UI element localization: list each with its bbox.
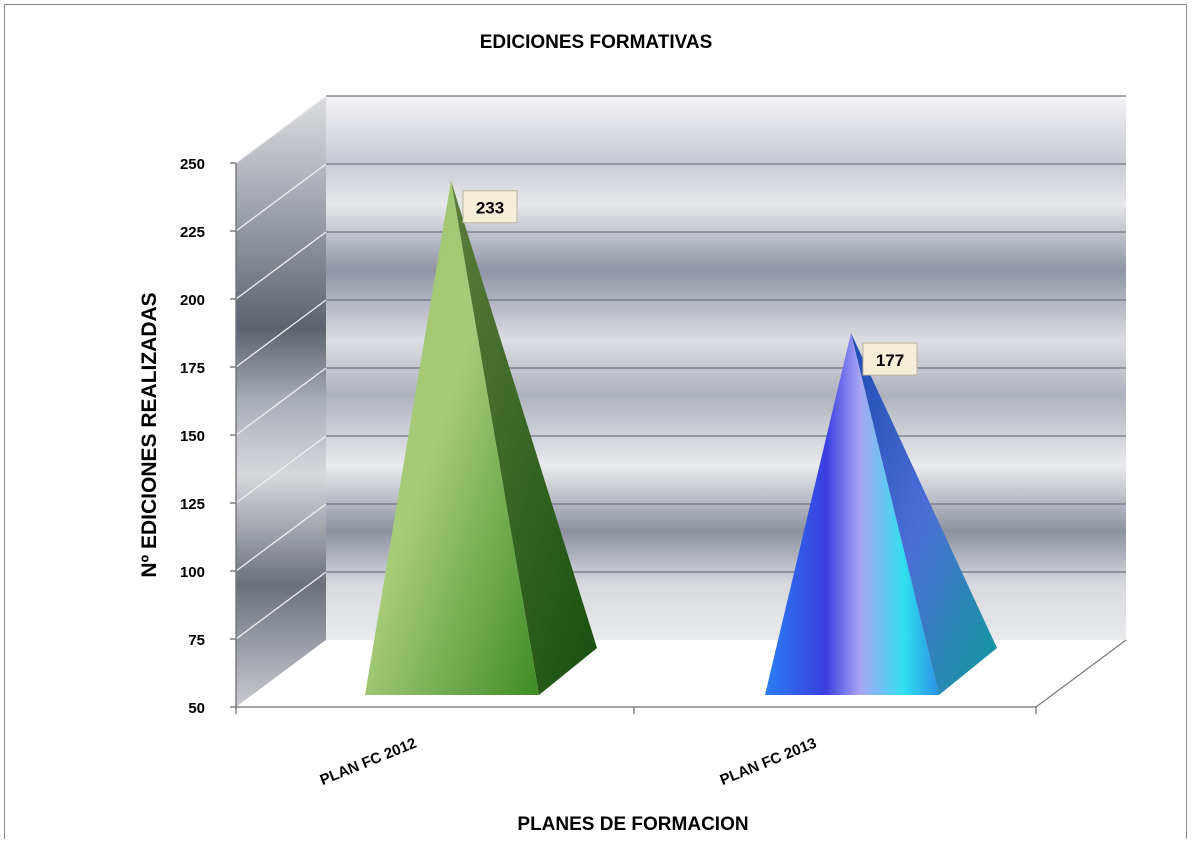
gridline-side	[235, 435, 327, 504]
chart-title: EDICIONES FORMATIVAS	[480, 32, 713, 53]
y-tick-label: 150	[180, 428, 205, 445]
y-tick-label: 125	[180, 496, 205, 513]
x-tick-label: PLAN FC 2012	[318, 735, 419, 789]
data-label: 233	[462, 190, 518, 224]
data-labels: 233 177	[462, 190, 918, 376]
gridline-side	[235, 95, 327, 164]
data-label: 177	[862, 342, 918, 376]
bar-front-face	[365, 180, 539, 696]
y-tick-label: 100	[180, 564, 205, 581]
data-label-text: 233	[476, 199, 504, 218]
gridline-side	[235, 163, 327, 232]
gridline-side	[235, 571, 327, 640]
y-tick-label: 225	[180, 224, 205, 241]
bar-side-face	[851, 333, 997, 695]
bars	[365, 180, 997, 696]
bar-front-face	[765, 333, 939, 695]
x-axis-title: PLANES DE FORMACION	[517, 814, 748, 835]
x-tick-label: PLAN FC 2013	[718, 735, 819, 789]
y-axis-title: Nº EDICIONES REALIZADAS	[138, 292, 161, 577]
y-tick-label: 200	[180, 292, 205, 309]
floor-edge	[1035, 639, 1127, 708]
y-tick-label: 250	[180, 156, 205, 173]
bar-pyramid	[765, 333, 997, 695]
gridline-side	[235, 299, 327, 368]
data-label-text: 177	[876, 351, 904, 370]
gridline-side	[235, 231, 327, 300]
y-tick-label: 50	[188, 700, 205, 717]
bar-pyramid	[365, 180, 597, 696]
y-tick-label: 175	[180, 360, 205, 377]
bar-side-face	[451, 180, 597, 696]
gridline-side	[235, 367, 327, 436]
y-tick-label: 75	[188, 632, 205, 649]
gridline-side	[235, 503, 327, 572]
